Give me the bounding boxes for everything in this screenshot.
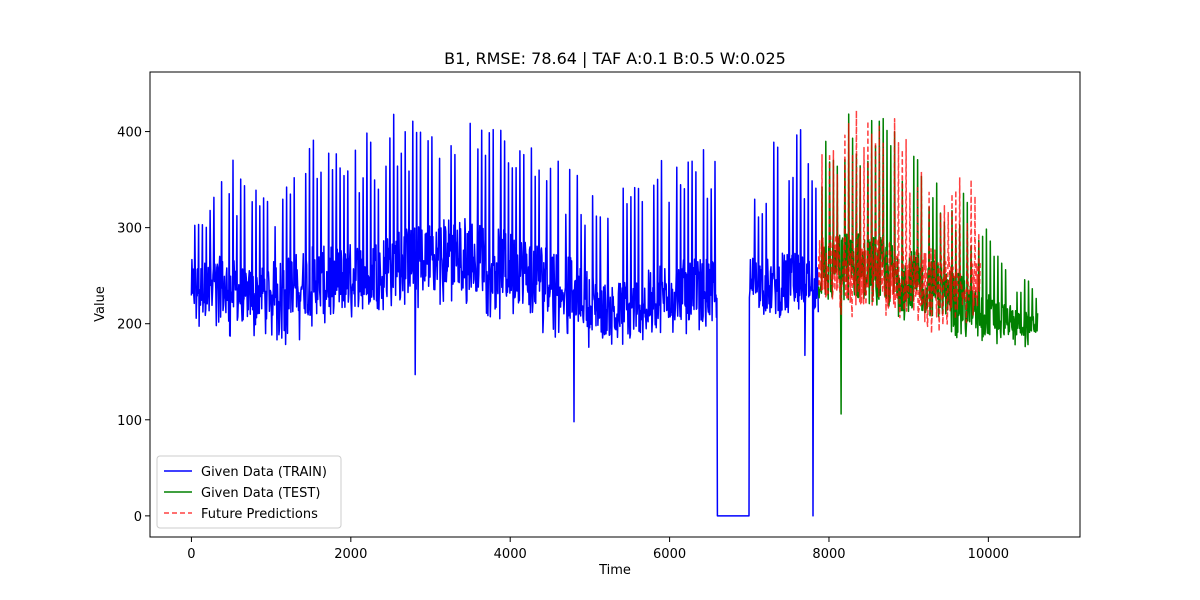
y-tick-label: 200 — [117, 318, 142, 333]
y-tick-label: 100 — [117, 414, 142, 429]
y-axis: 0 100 200 300 400 — [117, 126, 150, 525]
chart-title: B1, RMSE: 78.64 | TAF A:0.1 B:0.5 W:0.02… — [444, 49, 786, 68]
series-layer — [190, 109, 1039, 517]
x-tick-label: 8000 — [812, 547, 845, 562]
x-tick-label: 2000 — [334, 547, 367, 562]
legend-label-1: Given Data (TEST) — [201, 486, 320, 501]
legend-label-2: Future Predictions — [201, 507, 318, 522]
legend-label-0: Given Data (TRAIN) — [201, 465, 327, 480]
legend: Given Data (TRAIN) Given Data (TEST) Futur… — [156, 455, 342, 529]
y-tick-label: 400 — [117, 126, 142, 141]
plot-frame — [149, 71, 1081, 538]
y-tick-label: 300 — [117, 222, 142, 237]
y-axis-label: Value — [93, 286, 108, 322]
x-axis-label: Time — [598, 563, 631, 578]
series-line-0 — [190, 113, 820, 517]
x-tick-label: 4000 — [494, 547, 527, 562]
x-axis: 0 2000 4000 6000 8000 10000 — [187, 537, 1009, 562]
x-tick-label: 0 — [187, 547, 195, 562]
x-tick-label: 6000 — [653, 547, 686, 562]
series-line-2 — [817, 109, 981, 334]
y-tick-label: 0 — [134, 510, 142, 525]
x-tick-label: 10000 — [968, 547, 1009, 562]
legend-box — [156, 455, 342, 529]
